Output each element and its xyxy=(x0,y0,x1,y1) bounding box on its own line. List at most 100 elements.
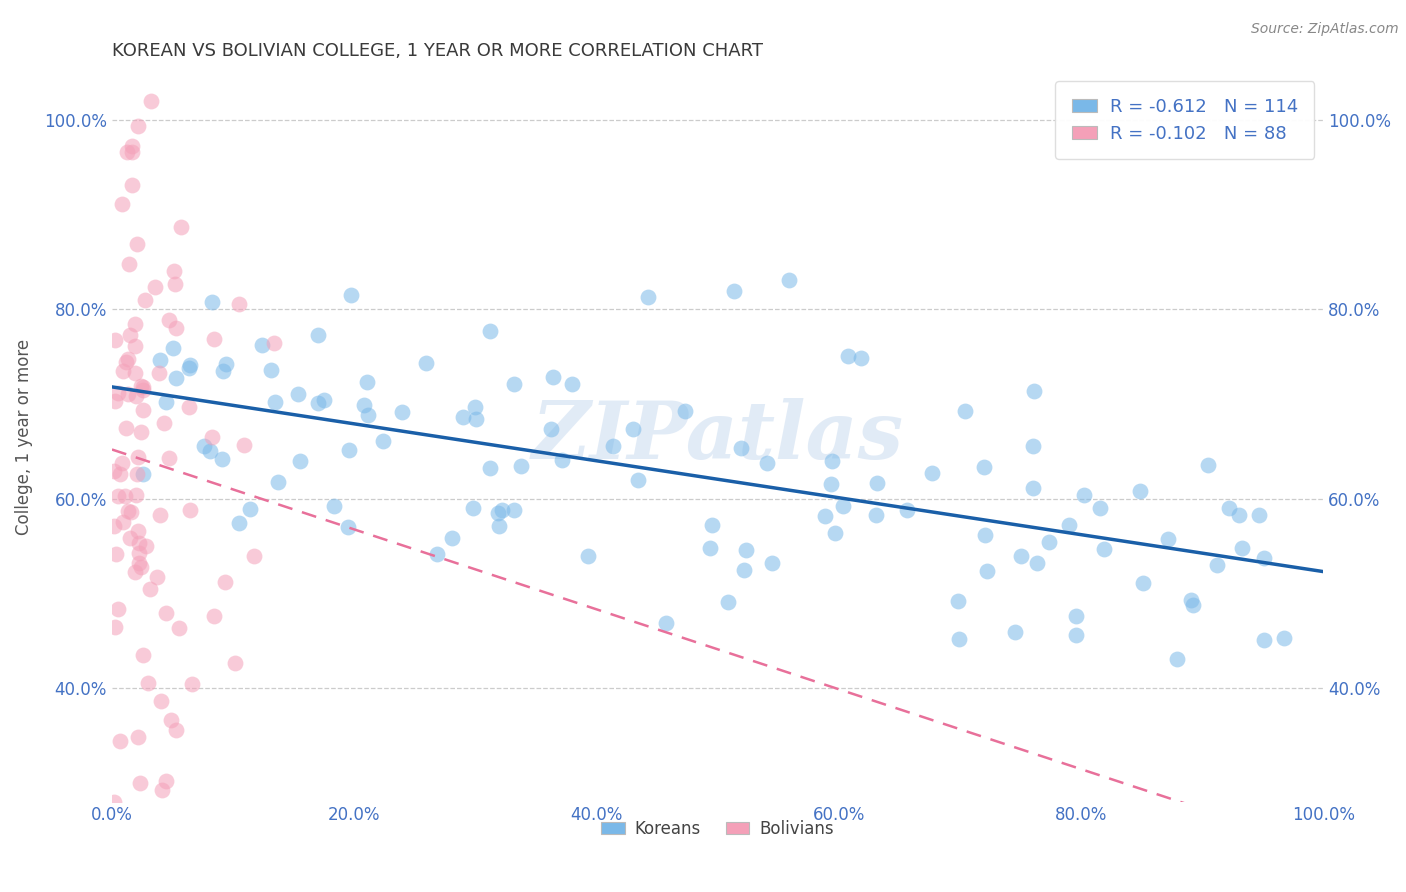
Point xyxy=(814,508,837,523)
Point xyxy=(1247,508,1270,522)
Point xyxy=(451,409,474,424)
Point xyxy=(163,263,186,277)
Point xyxy=(157,451,180,466)
Point xyxy=(896,502,918,516)
Point xyxy=(110,467,132,482)
Point xyxy=(124,317,146,331)
Point xyxy=(1197,458,1219,473)
Point xyxy=(250,338,273,352)
Point xyxy=(336,520,359,534)
Point xyxy=(288,454,311,468)
Point xyxy=(117,386,139,401)
Point xyxy=(170,220,193,235)
Point xyxy=(464,400,486,414)
Point xyxy=(201,295,224,310)
Point xyxy=(761,557,783,571)
Point xyxy=(124,366,146,380)
Y-axis label: College, 1 year or more: College, 1 year or more xyxy=(15,339,32,535)
Point xyxy=(824,526,846,541)
Point xyxy=(155,394,177,409)
Point xyxy=(733,563,755,577)
Point xyxy=(426,547,449,561)
Point xyxy=(127,730,149,744)
Point xyxy=(673,403,696,417)
Point xyxy=(121,178,143,193)
Point xyxy=(165,371,187,385)
Point xyxy=(139,94,162,108)
Point xyxy=(353,397,375,411)
Point xyxy=(128,546,150,560)
Point xyxy=(391,405,413,419)
Point xyxy=(128,536,150,550)
Point xyxy=(103,795,125,809)
Point xyxy=(735,542,758,557)
Point xyxy=(1064,628,1087,642)
Point xyxy=(1022,439,1045,453)
Point xyxy=(165,277,187,292)
Point xyxy=(540,422,562,436)
Point xyxy=(124,388,146,402)
Point xyxy=(214,574,236,589)
Point xyxy=(129,425,152,440)
Point xyxy=(165,723,187,737)
Point xyxy=(1182,598,1205,612)
Point xyxy=(215,357,238,371)
Point xyxy=(243,549,266,564)
Point xyxy=(131,560,153,574)
Point xyxy=(103,464,125,478)
Point xyxy=(503,502,526,516)
Point xyxy=(111,197,134,211)
Point xyxy=(1272,631,1295,645)
Point xyxy=(107,489,129,503)
Point xyxy=(179,358,201,372)
Point xyxy=(1218,500,1240,515)
Point xyxy=(211,451,233,466)
Point xyxy=(224,656,246,670)
Point xyxy=(655,616,678,631)
Point xyxy=(198,444,221,458)
Point xyxy=(155,606,177,620)
Point xyxy=(1073,488,1095,502)
Point xyxy=(108,733,131,747)
Point xyxy=(464,411,486,425)
Point xyxy=(117,351,139,366)
Point xyxy=(973,527,995,541)
Point xyxy=(146,570,169,584)
Point xyxy=(1021,481,1043,495)
Point xyxy=(104,620,127,634)
Point xyxy=(111,456,134,470)
Point xyxy=(287,386,309,401)
Point xyxy=(491,503,513,517)
Point xyxy=(955,404,977,418)
Point xyxy=(503,377,526,392)
Point xyxy=(263,335,285,350)
Point xyxy=(356,376,378,390)
Point xyxy=(104,393,127,408)
Point xyxy=(821,454,844,468)
Legend: Koreans, Bolivians: Koreans, Bolivians xyxy=(595,813,841,845)
Point xyxy=(136,675,159,690)
Point xyxy=(415,356,437,370)
Point xyxy=(621,422,644,436)
Point xyxy=(155,773,177,788)
Point xyxy=(637,290,659,304)
Point xyxy=(202,332,225,346)
Point xyxy=(162,341,184,355)
Point xyxy=(307,327,329,342)
Point xyxy=(1132,575,1154,590)
Point xyxy=(114,489,136,503)
Point xyxy=(132,383,155,397)
Point xyxy=(117,257,139,271)
Point xyxy=(1253,632,1275,647)
Point xyxy=(179,503,201,517)
Point xyxy=(312,392,335,407)
Point xyxy=(193,439,215,453)
Point xyxy=(148,366,170,380)
Point xyxy=(716,595,738,609)
Point xyxy=(228,297,250,311)
Point xyxy=(117,504,139,518)
Point xyxy=(267,475,290,489)
Point xyxy=(479,324,502,338)
Point xyxy=(127,236,149,251)
Point xyxy=(132,648,155,662)
